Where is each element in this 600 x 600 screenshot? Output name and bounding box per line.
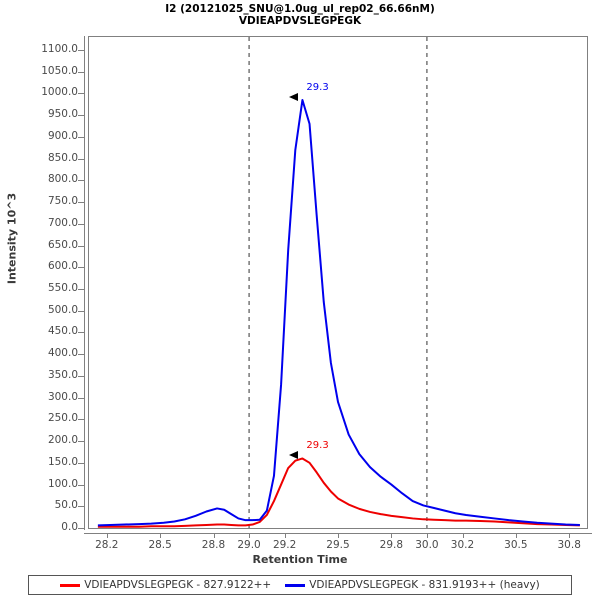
y-axis-tick (78, 115, 84, 117)
y-axis-tick-label: 250.0 (47, 412, 78, 425)
chart-title-line-1: I2 (20121025_SNU@1.0ug_ul_rep02_66.66nM) (165, 3, 435, 15)
y-axis-tick (78, 397, 84, 399)
light-peak-label: 29.3 (306, 440, 329, 452)
trace-line (97, 457, 580, 528)
y-axis-tick (78, 202, 84, 204)
light-peak-annotation: 29.3 (306, 440, 328, 451)
legend-label-heavy: VDIEAPDVSLEGPEGK - 831.9193++ (heavy) (309, 579, 540, 591)
chromatogram-plot-area[interactable] (88, 36, 588, 529)
y-axis-tick (78, 50, 84, 52)
legend-entry-light[interactable]: VDIEAPDVSLEGPEGK - 827.9122++ (60, 579, 271, 591)
y-axis-tick-label: 1000.0 (41, 86, 78, 99)
x-axis-tick-label: 30.2 (450, 539, 475, 551)
y-axis-tick-label: 0.0 (61, 521, 78, 533)
heavy-peak-annotation: 29.3 (306, 82, 328, 93)
y-axis-tick-label: 600.0 (47, 260, 78, 273)
y-axis-tick (78, 289, 84, 291)
y-axis-tick (78, 267, 84, 269)
y-axis-tick-label: 300.0 (47, 390, 78, 403)
legend-entry-heavy[interactable]: VDIEAPDVSLEGPEGK - 831.9193++ (heavy) (285, 579, 540, 591)
y-axis-tick (78, 419, 84, 421)
y-axis-tick (78, 528, 84, 529)
x-axis-tick (106, 533, 108, 538)
y-axis-tick-label: 150.0 (47, 455, 78, 468)
y-axis-tick (78, 223, 84, 225)
x-axis-tick-label: 30.0 (415, 539, 439, 551)
y-axis-tick-label: 1050.0 (41, 64, 78, 77)
legend: VDIEAPDVSLEGPEGK - 827.9122++ VDIEAPDVSL… (28, 575, 572, 595)
chromatogram-traces (97, 37, 580, 528)
x-axis-tick (426, 533, 428, 538)
x-axis-tick (213, 533, 215, 538)
y-axis-tick (78, 310, 84, 312)
y-axis-tick-label: 750.0 (47, 195, 78, 208)
x-axis-tick (284, 533, 286, 538)
y-axis-tick-label: 850.0 (47, 151, 78, 164)
x-axis-tick-label: 29.8 (379, 539, 404, 551)
y-axis-tick (78, 180, 84, 182)
y-axis-tick-label: 550.0 (47, 282, 78, 295)
y-axis-tick (78, 245, 84, 247)
heavy-peak-label: 29.3 (306, 82, 329, 93)
y-axis-tick-label: 400.0 (47, 347, 78, 360)
y-axis-tick-label: 1100.0 (41, 43, 78, 56)
y-axis-tick (78, 354, 84, 356)
y-axis-tick-label: 50.0 (54, 499, 78, 512)
chart-title-line-2: VDIEAPDVSLEGPEGK (238, 15, 362, 27)
x-axis-tick (249, 533, 251, 538)
y-axis-tick (78, 484, 84, 486)
y-axis-line (84, 36, 85, 530)
legend-label-light: VDIEAPDVSLEGPEGK - 827.9122++ (84, 579, 272, 591)
x-axis-tick-label: 28.5 (148, 539, 172, 551)
trace-line (97, 99, 580, 527)
y-axis-tick-label: 500.0 (47, 303, 78, 316)
light-peak-arrow-icon (289, 451, 299, 460)
legend-swatch-light (60, 583, 81, 587)
x-axis-tick-label: 30.5 (504, 539, 528, 551)
x-axis-tick (338, 533, 339, 538)
y-axis-tick-label: 100.0 (47, 477, 78, 490)
y-axis-tick-label: 800.0 (47, 173, 78, 186)
x-axis-tick (391, 533, 393, 538)
heavy-peak-arrow-icon (289, 93, 299, 101)
chart-title: I2 (20121025_SNU@1.0ug_ul_rep02_66.66nM)… (0, 3, 600, 27)
y-axis-tick (78, 332, 84, 334)
y-axis-tick-label: 450.0 (47, 325, 78, 338)
x-axis-tick-label: 29.2 (272, 539, 297, 551)
y-axis-tick-label: 700.0 (47, 216, 78, 229)
y-axis-tick (78, 71, 84, 73)
y-axis-tick (78, 441, 84, 443)
y-axis-tick (78, 158, 84, 160)
x-axis-tick-label: 28.2 (95, 539, 119, 551)
y-axis-tick-label: 200.0 (47, 434, 78, 447)
x-axis-tick (569, 533, 571, 538)
x-axis-title: Retention Time (252, 553, 348, 566)
y-axis-tick-label: 900.0 (47, 129, 78, 142)
x-axis-tick-label: 28.8 (201, 539, 226, 551)
x-axis-tick (462, 533, 464, 538)
y-axis-tick-label: 350.0 (47, 368, 78, 381)
y-axis-tick (78, 462, 84, 464)
y-axis-tick-labels: 0.0 50.0 100.0 150.0 200.0 250.0 300.0 350.0 400… (16, 0, 78, 600)
x-axis-tick-label: 29.0 (237, 539, 261, 551)
y-axis-tick (78, 136, 84, 138)
y-axis-tick (78, 375, 84, 377)
y-axis-tick (78, 506, 84, 508)
y-axis-tick-label: 950.0 (47, 108, 78, 121)
x-axis-tick-label: 30.8 (557, 539, 581, 551)
legend-swatch-heavy (285, 583, 306, 587)
x-axis-tick (515, 533, 517, 538)
x-axis-tick-label: 29.5 (326, 539, 350, 551)
y-axis-tick (78, 93, 84, 95)
x-axis-tick (160, 533, 162, 538)
y-axis-tick-label: 650.0 (47, 238, 78, 251)
